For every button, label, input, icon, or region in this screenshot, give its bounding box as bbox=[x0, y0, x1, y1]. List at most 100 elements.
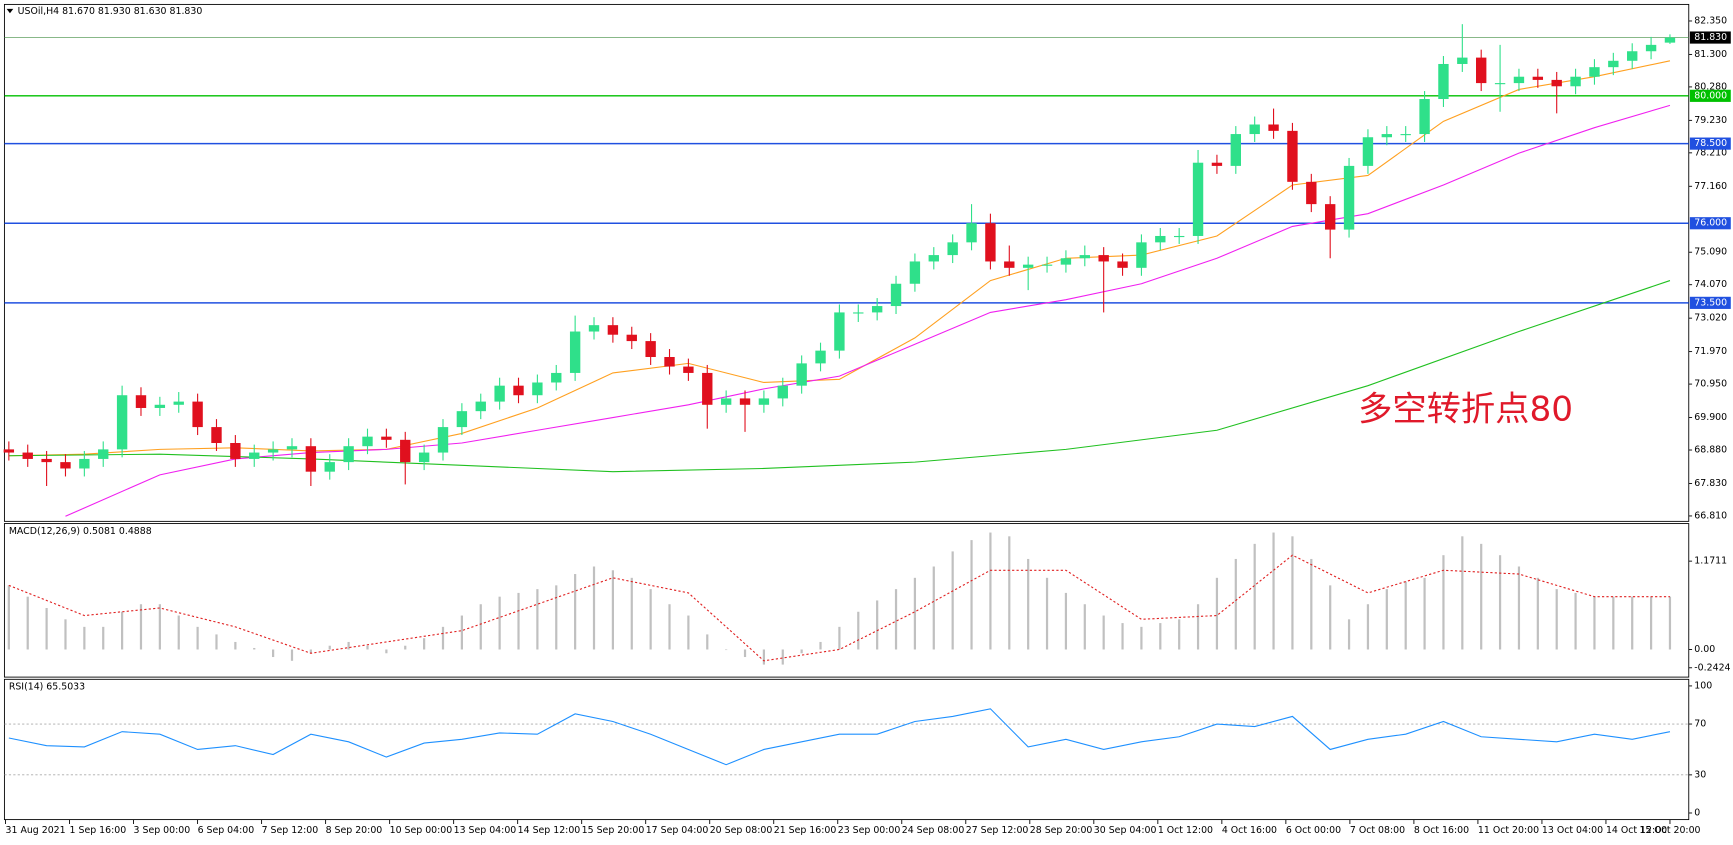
candle-body bbox=[890, 283, 902, 307]
candle-body bbox=[1041, 264, 1053, 266]
histogram-bar bbox=[1291, 536, 1294, 650]
candle-body bbox=[1438, 63, 1449, 100]
histogram-bar bbox=[347, 641, 350, 650]
histogram-bar bbox=[1404, 581, 1407, 650]
histogram-bar bbox=[1555, 589, 1558, 650]
candle-body bbox=[683, 366, 694, 373]
histogram-bar bbox=[479, 604, 482, 650]
histogram-bar bbox=[1102, 615, 1105, 650]
price-panel bbox=[3, 3, 1690, 522]
y-tick-label: 80.280 bbox=[1694, 81, 1727, 92]
histogram-bar bbox=[120, 611, 124, 650]
candle-body bbox=[1645, 44, 1657, 52]
candle-body bbox=[192, 401, 203, 428]
candle-body bbox=[1306, 181, 1317, 205]
histogram-bar bbox=[800, 649, 803, 654]
histogram-bar bbox=[158, 604, 161, 650]
y-tick-label: 78.210 bbox=[1694, 147, 1727, 158]
x-tick-label: 10 Sep 00:00 bbox=[390, 825, 453, 836]
annotation: 多空转折点80 bbox=[1358, 389, 1573, 429]
y-tick-label: 69.900 bbox=[1694, 412, 1727, 423]
candle-body bbox=[230, 443, 241, 459]
histogram-bar bbox=[1498, 555, 1502, 650]
y-tick-label: 68.880 bbox=[1694, 445, 1727, 456]
candle-body bbox=[1532, 76, 1544, 80]
candle-body bbox=[1551, 79, 1562, 87]
histogram-bar bbox=[1159, 623, 1162, 650]
histogram-bar bbox=[102, 626, 105, 650]
histogram-bar bbox=[1310, 558, 1313, 650]
y-tick-label: 79.230 bbox=[1694, 115, 1727, 126]
histogram-bar bbox=[1196, 604, 1200, 650]
candle-body bbox=[1249, 124, 1260, 135]
histogram-bar bbox=[894, 589, 898, 650]
y-tick-label: 100 bbox=[1694, 680, 1712, 691]
menu-arrow[interactable] bbox=[6, 8, 14, 14]
candle-body bbox=[1381, 134, 1393, 138]
level-label: 78.500 bbox=[1694, 138, 1727, 149]
histogram-bar bbox=[574, 574, 577, 650]
level-tag bbox=[1689, 217, 1731, 230]
candle-body bbox=[381, 436, 392, 440]
candle-body bbox=[645, 341, 656, 358]
x-tick-label: 6 Sep 04:00 bbox=[198, 825, 255, 836]
macd-title: MACD(12,26,9) 0.5081 0.4888 bbox=[9, 526, 152, 537]
candle-body bbox=[41, 458, 52, 463]
candle-body bbox=[1419, 99, 1430, 135]
histogram-bar bbox=[1027, 558, 1030, 650]
x-tick-label: 7 Sep 12:00 bbox=[262, 825, 319, 836]
candle-body bbox=[1117, 261, 1128, 268]
histogram-bar bbox=[1008, 536, 1011, 650]
candle-body bbox=[1400, 134, 1411, 136]
histogram-bar bbox=[234, 641, 237, 650]
histogram-bar bbox=[876, 600, 879, 650]
candle-body bbox=[3, 449, 15, 453]
histogram-bar bbox=[1631, 596, 1634, 650]
candle-body bbox=[569, 331, 581, 373]
candle-body bbox=[22, 452, 33, 459]
candle-body bbox=[60, 462, 71, 469]
candle-body bbox=[1268, 124, 1279, 131]
histogram-bar bbox=[404, 645, 407, 650]
candle-body bbox=[834, 312, 845, 351]
histogram-bar bbox=[1423, 577, 1426, 650]
candle-body bbox=[324, 462, 335, 472]
histogram-bar bbox=[196, 626, 199, 650]
histogram-bar bbox=[1668, 596, 1672, 650]
histogram-bar bbox=[1121, 623, 1124, 650]
y-tick-label: 0 bbox=[1694, 807, 1700, 818]
histogram-bar bbox=[989, 532, 992, 650]
y-tick-label: -0.2424 bbox=[1694, 662, 1730, 673]
histogram-bar bbox=[45, 607, 48, 650]
x-tick-label: 13 Oct 04:00 bbox=[1542, 825, 1603, 836]
candle-body bbox=[343, 446, 354, 463]
histogram-bar bbox=[64, 619, 67, 650]
indicator-line bbox=[8, 554, 1670, 662]
candle-body bbox=[739, 398, 751, 405]
candle-body bbox=[173, 401, 184, 405]
candle-body bbox=[815, 350, 826, 364]
x-tick-label: 11 Oct 20:00 bbox=[1478, 825, 1539, 836]
histogram-bar bbox=[1347, 619, 1351, 650]
y-tick-label: 0.00 bbox=[1694, 644, 1715, 655]
y-tick-label: 81.300 bbox=[1694, 49, 1727, 60]
candle-body bbox=[362, 436, 373, 447]
candle-body bbox=[588, 325, 600, 332]
candle-body bbox=[135, 395, 147, 408]
price-tag bbox=[1689, 31, 1731, 44]
histogram-bar bbox=[1083, 604, 1086, 650]
candle-body bbox=[928, 255, 939, 262]
chart-title: USOil,H4 81.670 81.930 81.630 81.830 bbox=[18, 6, 203, 17]
candle-body bbox=[1136, 242, 1147, 268]
histogram-bar bbox=[743, 649, 747, 658]
x-tick-label: 27 Sep 12:00 bbox=[966, 825, 1029, 836]
candle-body bbox=[305, 446, 317, 472]
y-tick-label: 82.350 bbox=[1694, 15, 1727, 26]
histogram-bar bbox=[1215, 577, 1219, 650]
histogram-bar bbox=[1366, 604, 1370, 650]
x-tick-label: 28 Sep 20:00 bbox=[1030, 825, 1093, 836]
candle-body bbox=[1098, 255, 1109, 262]
candle-body bbox=[1155, 235, 1166, 243]
